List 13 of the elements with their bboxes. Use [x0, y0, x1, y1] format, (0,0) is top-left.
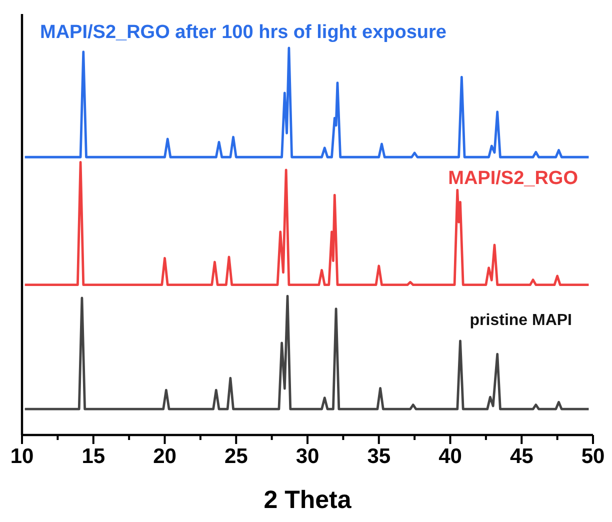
x-tick-label: 40: [438, 444, 462, 468]
x-tick-label: 15: [82, 444, 106, 468]
x-tick-label: 25: [224, 444, 248, 468]
x-axis-title: 2 Theta: [264, 486, 352, 514]
x-tick-label: 45: [510, 444, 534, 468]
series-label: MAPI/S2_RGO after 100 hrs of light exposure: [40, 22, 446, 43]
x-tick-label: 50: [581, 444, 605, 468]
x-tick-label: 20: [153, 444, 176, 468]
x-tick-label: 10: [10, 444, 34, 468]
series-label: pristine MAPI: [470, 312, 572, 329]
x-tick-label: 35: [367, 444, 391, 468]
series-label: MAPI/S2_RGO: [448, 168, 578, 189]
x-tick-label: 30: [296, 444, 320, 468]
